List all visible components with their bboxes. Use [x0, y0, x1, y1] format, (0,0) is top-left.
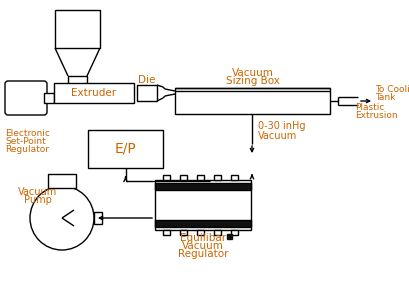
- Bar: [44, 93, 54, 103]
- Bar: [55, 10, 100, 48]
- FancyBboxPatch shape: [5, 81, 47, 115]
- Text: Regulator: Regulator: [178, 249, 228, 259]
- Text: Die: Die: [138, 75, 156, 85]
- Bar: [163, 230, 170, 235]
- Bar: [214, 175, 221, 180]
- Bar: [197, 230, 204, 235]
- Bar: [175, 88, 330, 114]
- Bar: [227, 234, 232, 239]
- Bar: [94, 212, 102, 224]
- Bar: [155, 183, 251, 190]
- Bar: [48, 174, 76, 188]
- Bar: [88, 130, 163, 168]
- Bar: [68, 76, 87, 86]
- Bar: [155, 180, 251, 230]
- Text: To Cooling: To Cooling: [375, 86, 409, 94]
- Text: Tank: Tank: [375, 94, 396, 102]
- Text: Extrusion: Extrusion: [355, 112, 398, 120]
- Bar: [163, 175, 170, 180]
- Bar: [197, 175, 204, 180]
- Text: Vacuum: Vacuum: [258, 131, 297, 141]
- Text: 0-30 inHg: 0-30 inHg: [258, 121, 306, 131]
- Text: Plastic: Plastic: [355, 104, 384, 112]
- Bar: [137, 85, 157, 101]
- Text: Set-Point: Set-Point: [5, 138, 46, 146]
- Text: Extruder: Extruder: [72, 88, 117, 98]
- Text: Vacuum: Vacuum: [182, 241, 224, 251]
- Bar: [180, 230, 187, 235]
- Bar: [155, 220, 251, 227]
- Bar: [231, 230, 238, 235]
- Text: Regulator: Regulator: [5, 146, 49, 154]
- Bar: [231, 175, 238, 180]
- Text: Sizing Box: Sizing Box: [225, 76, 279, 86]
- Text: E/P: E/P: [115, 142, 136, 156]
- Text: Pump: Pump: [24, 195, 52, 205]
- Bar: [214, 230, 221, 235]
- Text: Electronic: Electronic: [5, 130, 50, 138]
- Bar: [180, 175, 187, 180]
- Text: Equilibar: Equilibar: [180, 233, 226, 243]
- Text: Vacuum: Vacuum: [231, 68, 274, 78]
- Text: Vacuum: Vacuum: [18, 187, 58, 197]
- Bar: [54, 83, 134, 103]
